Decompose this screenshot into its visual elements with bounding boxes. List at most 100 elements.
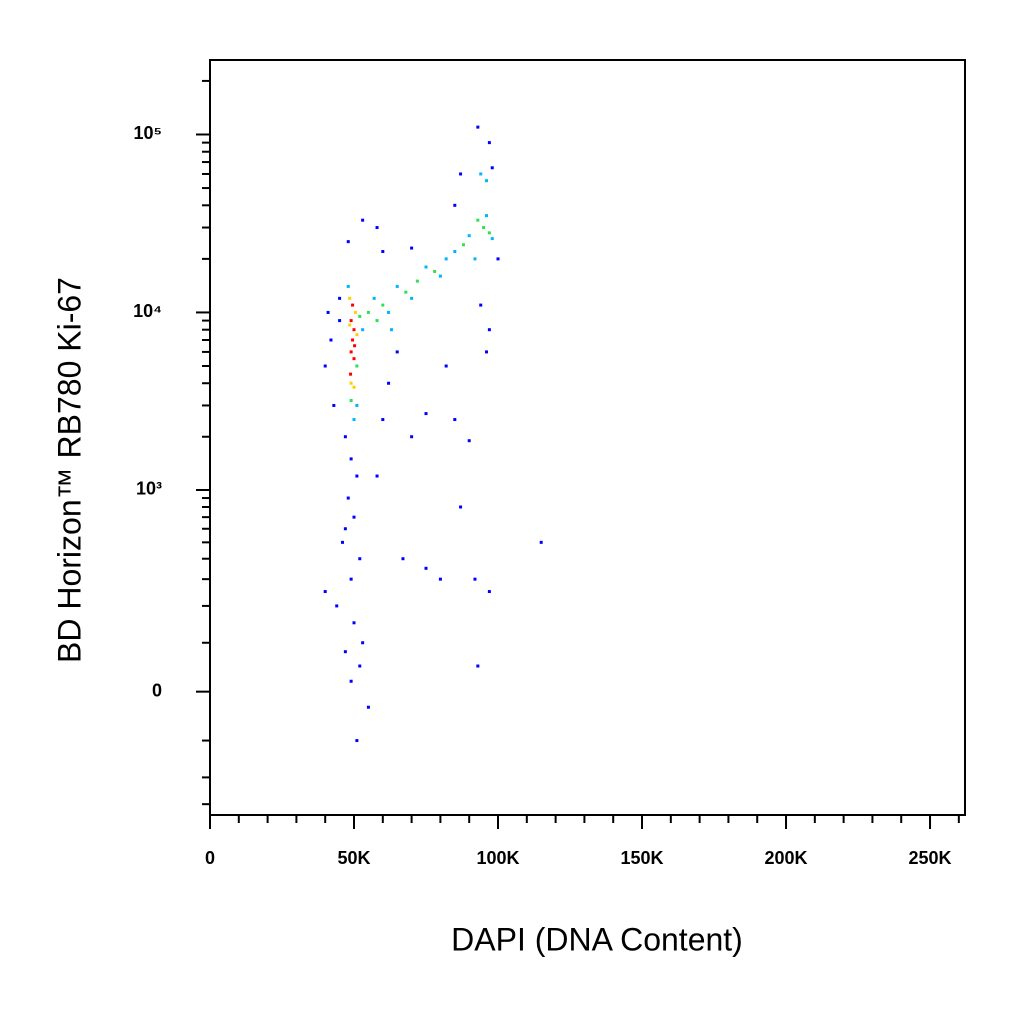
data-point bbox=[444, 257, 448, 261]
data-point bbox=[349, 679, 353, 683]
x-tick-label: 100K bbox=[476, 848, 519, 868]
y-tick-label: 10⁵ bbox=[134, 123, 162, 143]
data-point bbox=[351, 338, 355, 342]
data-point bbox=[343, 650, 347, 654]
data-point bbox=[355, 333, 359, 337]
data-point bbox=[361, 641, 365, 645]
data-point bbox=[387, 310, 391, 314]
data-point bbox=[381, 303, 385, 307]
data-point bbox=[352, 357, 356, 361]
data-point bbox=[459, 172, 463, 176]
data-point bbox=[490, 166, 494, 170]
data-point bbox=[355, 739, 359, 743]
data-point bbox=[343, 435, 347, 439]
data-point bbox=[340, 540, 344, 544]
data-point bbox=[349, 350, 353, 354]
data-point bbox=[361, 328, 365, 332]
data-point bbox=[539, 540, 543, 544]
data-point bbox=[366, 310, 370, 314]
data-point bbox=[490, 237, 494, 241]
data-point bbox=[352, 418, 356, 422]
data-point bbox=[487, 141, 491, 145]
x-tick-label: 150K bbox=[620, 848, 663, 868]
data-point bbox=[482, 226, 486, 230]
data-point bbox=[381, 418, 385, 422]
data-point bbox=[353, 344, 357, 348]
x-tick-label: 200K bbox=[765, 848, 808, 868]
data-point bbox=[349, 577, 353, 581]
data-point bbox=[395, 350, 399, 354]
plot-frame bbox=[209, 59, 966, 816]
data-point bbox=[473, 577, 477, 581]
data-point bbox=[352, 385, 356, 389]
data-point bbox=[349, 457, 353, 461]
data-point bbox=[358, 557, 362, 561]
data-point bbox=[361, 218, 365, 222]
data-point bbox=[375, 319, 379, 323]
data-point bbox=[410, 246, 414, 250]
data-point bbox=[375, 226, 379, 230]
x-tick-label: 50K bbox=[337, 848, 370, 868]
data-point bbox=[496, 257, 500, 261]
x-tick-label: 250K bbox=[909, 848, 952, 868]
data-point bbox=[415, 279, 419, 283]
y-tick-label: 10³ bbox=[136, 479, 162, 499]
data-point bbox=[358, 314, 362, 318]
data-point bbox=[353, 310, 357, 314]
data-point bbox=[352, 515, 356, 519]
data-point bbox=[479, 303, 483, 307]
x-tick-label: 0 bbox=[205, 848, 215, 868]
y-axis-title: BD Horizon™ RB780 Ki-67 bbox=[51, 277, 87, 663]
data-point bbox=[343, 527, 347, 531]
data-point bbox=[346, 284, 350, 288]
data-point bbox=[410, 296, 414, 300]
data-point bbox=[351, 303, 355, 307]
data-point bbox=[473, 257, 477, 261]
data-point bbox=[352, 328, 356, 332]
data-point bbox=[375, 474, 379, 478]
data-point bbox=[349, 381, 353, 385]
data-point bbox=[355, 474, 359, 478]
x-axis-title: DAPI (DNA Content) bbox=[451, 921, 743, 957]
data-point bbox=[401, 557, 405, 561]
data-point bbox=[338, 319, 342, 323]
data-point bbox=[349, 319, 353, 323]
data-point bbox=[323, 364, 327, 368]
data-point bbox=[332, 403, 336, 407]
data-point bbox=[438, 577, 442, 581]
data-point bbox=[487, 231, 491, 235]
data-point bbox=[476, 125, 480, 129]
data-point bbox=[355, 364, 359, 368]
data-point bbox=[484, 214, 488, 218]
data-point bbox=[453, 418, 457, 422]
data-point bbox=[476, 218, 480, 222]
data-point bbox=[479, 172, 483, 176]
data-point bbox=[433, 269, 437, 273]
data-point bbox=[346, 496, 350, 500]
data-point bbox=[358, 664, 362, 668]
data-point bbox=[366, 705, 370, 709]
data-point bbox=[438, 274, 442, 278]
data-point bbox=[459, 505, 463, 509]
data-point bbox=[348, 296, 352, 300]
data-point bbox=[487, 590, 491, 594]
data-point bbox=[484, 179, 488, 183]
y-tick-label: 10⁴ bbox=[133, 301, 162, 321]
data-point bbox=[355, 403, 359, 407]
data-point bbox=[461, 243, 465, 247]
data-point bbox=[424, 265, 428, 269]
data-point bbox=[395, 284, 399, 288]
data-point bbox=[335, 604, 339, 608]
data-point bbox=[484, 350, 488, 354]
data-point bbox=[349, 398, 353, 402]
data-point bbox=[381, 250, 385, 254]
data-point bbox=[389, 328, 393, 332]
data-point bbox=[349, 372, 353, 376]
data-point bbox=[348, 323, 352, 327]
data-point bbox=[410, 435, 414, 439]
data-point bbox=[467, 439, 471, 443]
data-point bbox=[404, 290, 408, 294]
data-point bbox=[453, 203, 457, 207]
